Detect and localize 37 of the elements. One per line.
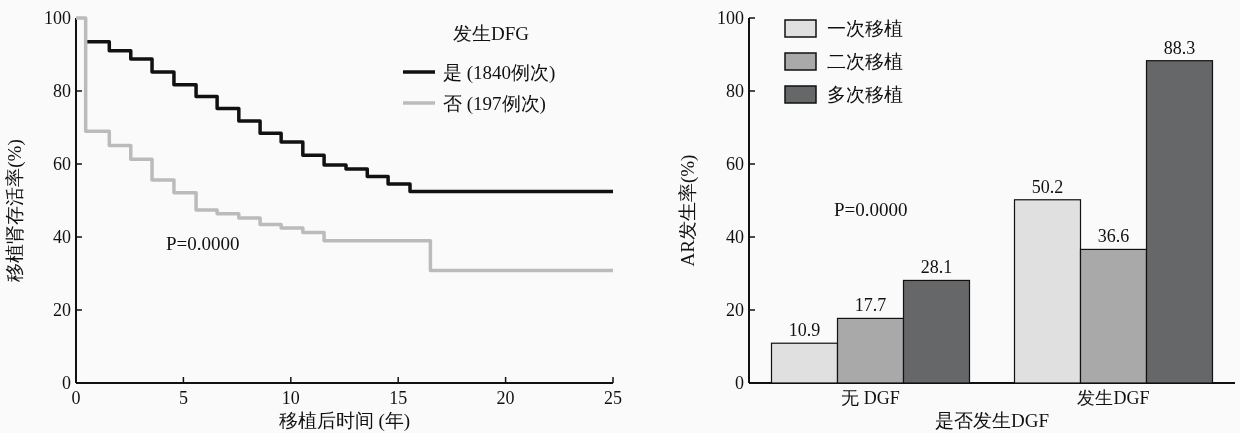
legend-label: 一次移植 (827, 18, 903, 39)
data-label: 36.6 (1097, 226, 1130, 247)
y-tick-label: 80 (53, 81, 71, 101)
y-axis-title: 移植肾存活率(%) (4, 139, 26, 282)
y-tick-label: 100 (44, 8, 71, 28)
y-axis-title: AR发生率(%) (677, 154, 699, 267)
x-tick-label: 发生DGF (1077, 388, 1150, 408)
y-tick-label: 0 (62, 373, 71, 393)
x-axis-title: 移植后时间 (年) (278, 410, 411, 432)
legend-label: 二次移植 (827, 51, 903, 72)
annotation: P=0.0000 (834, 199, 908, 220)
y-tick-label: 0 (735, 373, 744, 393)
data-label: 28.1 (920, 257, 953, 278)
data-label: 17.7 (854, 295, 887, 316)
y-tick-label: 20 (726, 300, 744, 320)
x-axis-title: 是否发生DGF (934, 410, 1050, 431)
y-tick-label: 40 (726, 227, 744, 247)
y-tick-label: 40 (53, 227, 71, 247)
y-tick-label: 20 (53, 300, 71, 320)
legend-label: 否 (197例次) (443, 93, 546, 115)
legend-title: 发生DFG (453, 23, 530, 44)
legend-label: 多次移植 (827, 84, 903, 105)
y-tick-label: 60 (53, 154, 71, 174)
y-tick-label: 60 (726, 154, 744, 174)
y-tick-label: 100 (717, 8, 744, 28)
data-label: 10.9 (788, 320, 821, 341)
legend-label: 是 (1840例次) (443, 62, 556, 84)
x-tick-label: 20 (496, 388, 515, 408)
data-label: 50.2 (1031, 176, 1064, 197)
x-tick-label: 15 (389, 388, 408, 408)
x-tick-label: 5 (178, 388, 188, 408)
x-tick-label: 无 DGF (841, 388, 900, 408)
data-label: 88.3 (1163, 37, 1196, 58)
y-tick-label: 80 (726, 81, 744, 101)
annotation: P=0.0000 (166, 233, 240, 254)
x-tick-label: 10 (281, 388, 300, 408)
x-tick-label: 25 (604, 388, 622, 408)
